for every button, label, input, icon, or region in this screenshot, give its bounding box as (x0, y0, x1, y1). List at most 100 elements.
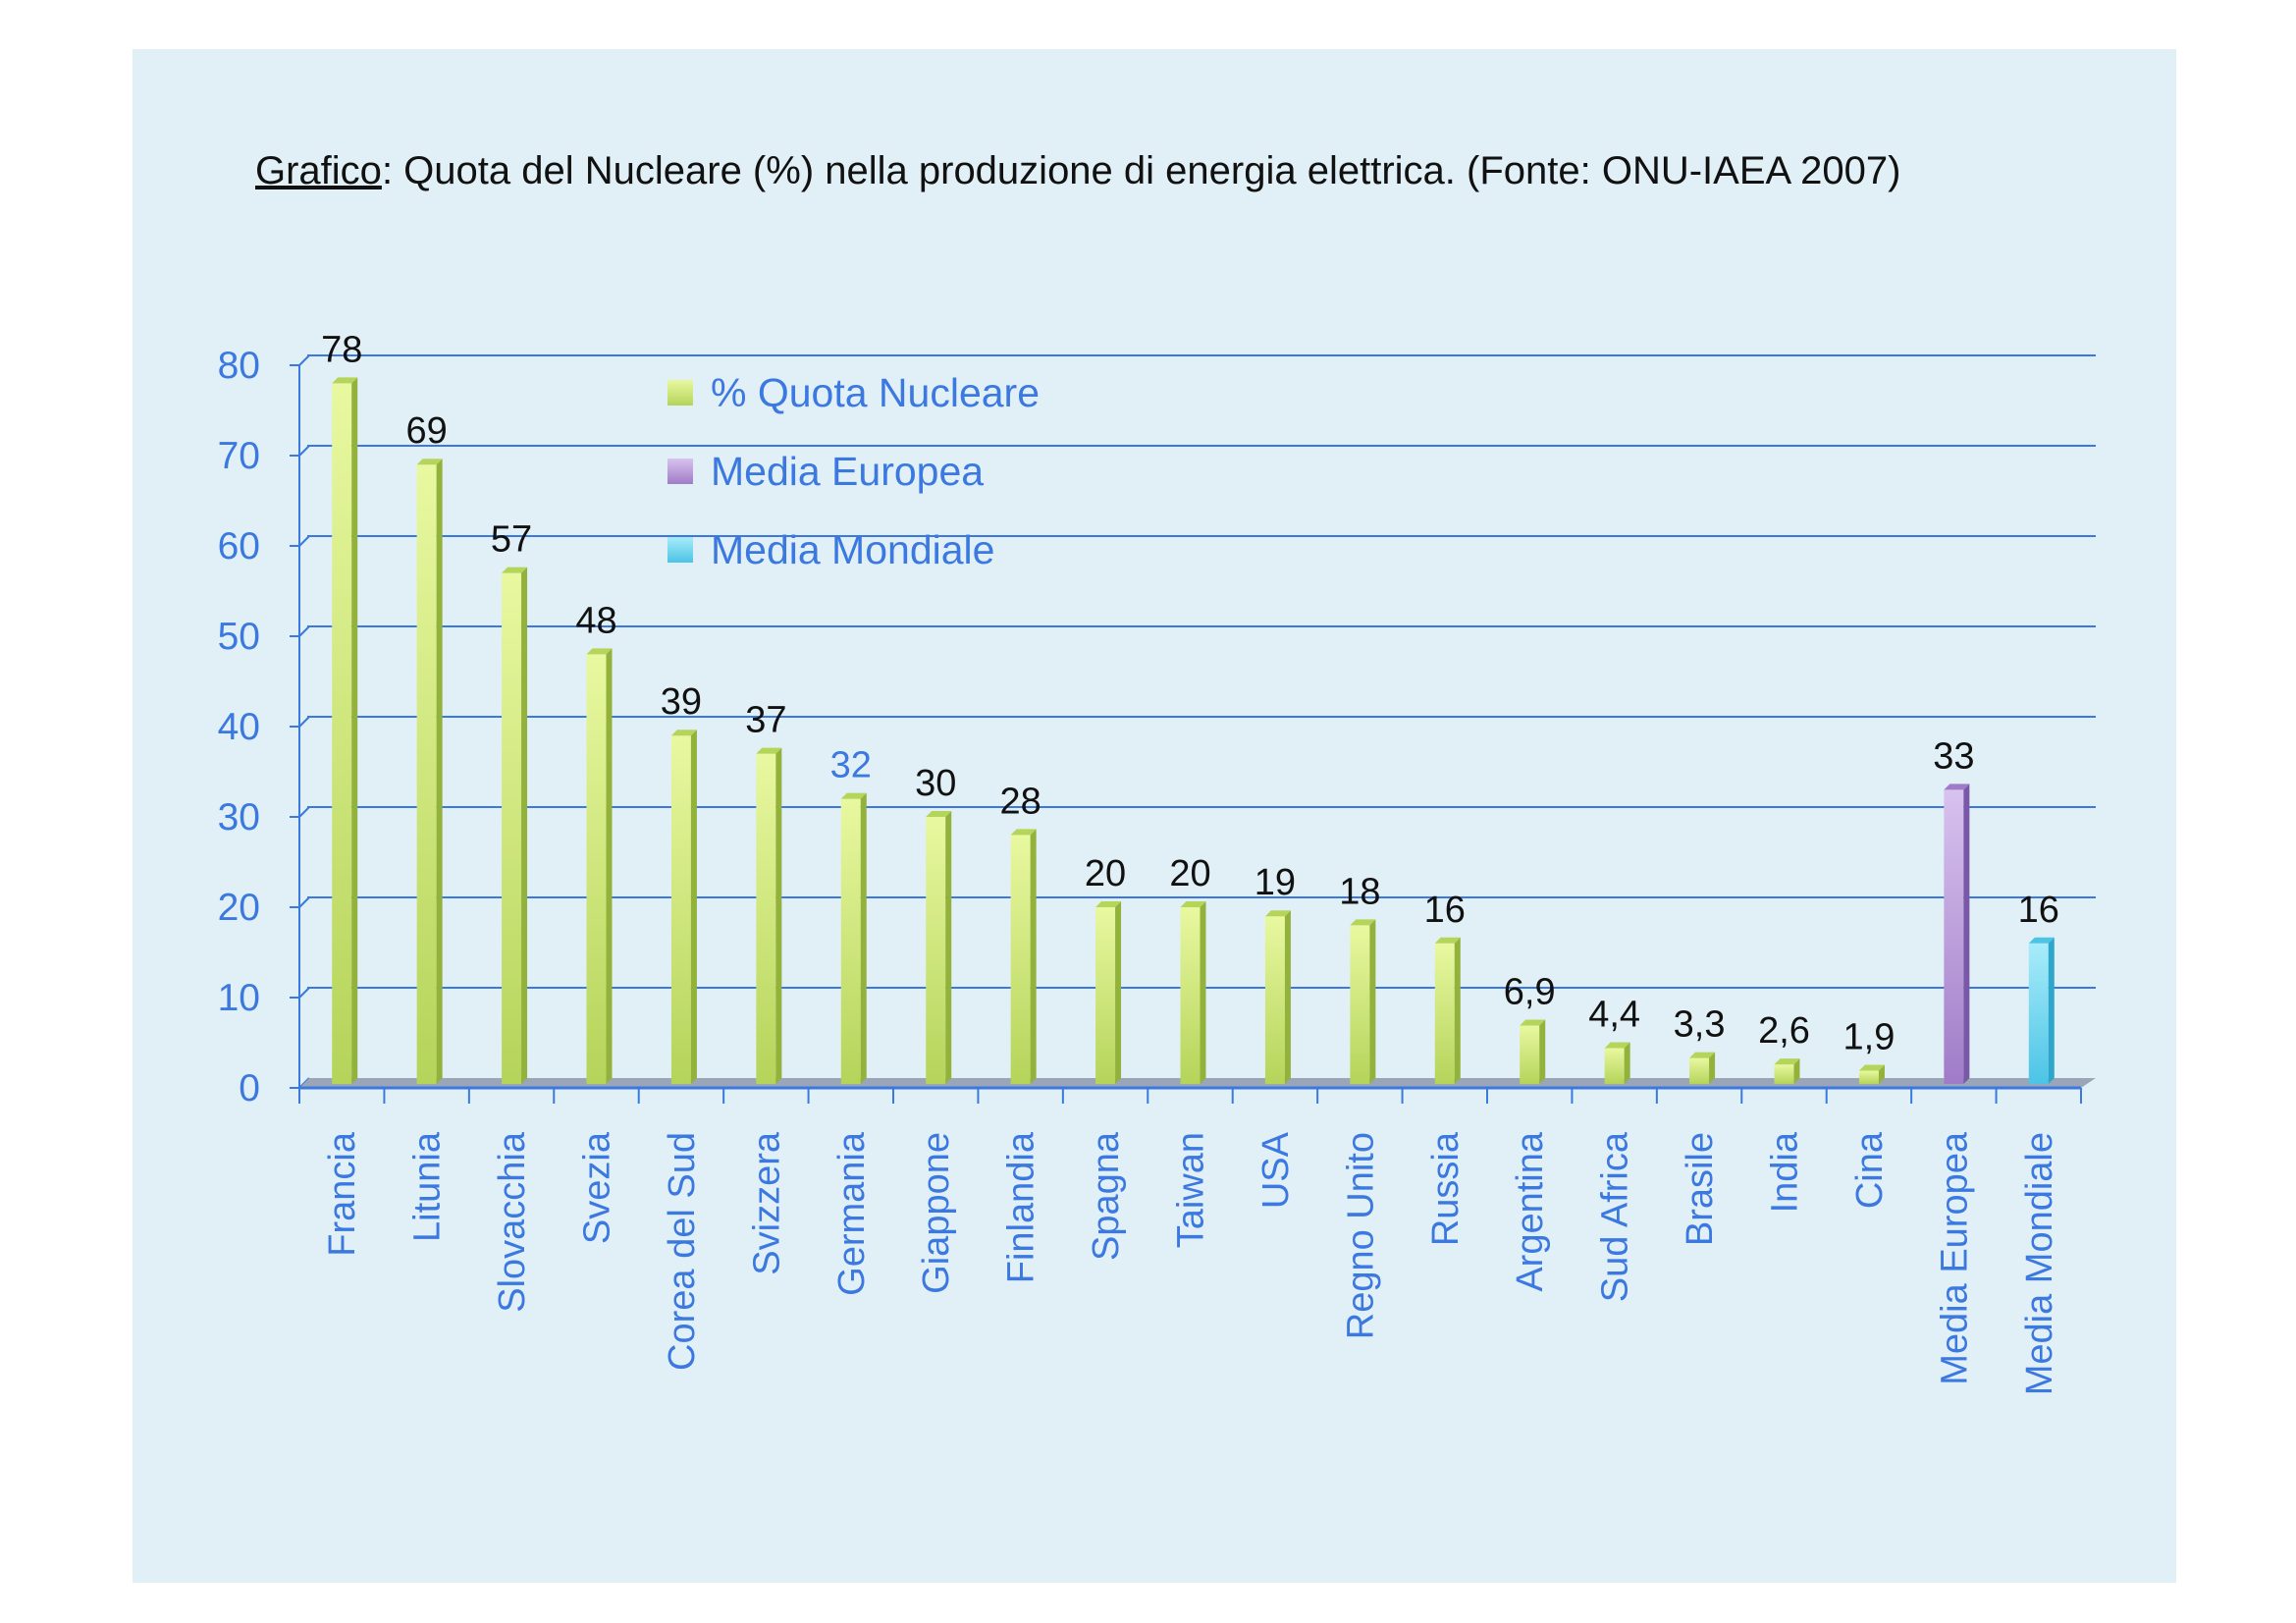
bar-side (606, 648, 613, 1084)
x-tick-label: Finlandia (1001, 1131, 1042, 1283)
data-label: 20 (1169, 853, 1210, 894)
bar-side (1963, 784, 1970, 1084)
bar-side (860, 792, 867, 1084)
bar-litunia (416, 464, 437, 1084)
bar-brasile (1689, 1057, 1710, 1084)
y-tick-depth (298, 535, 310, 547)
y-tick-label: 30 (218, 796, 260, 839)
data-label: 57 (491, 519, 532, 561)
y-tick-label: 70 (218, 435, 260, 477)
bar-spagna (1095, 907, 1116, 1084)
data-label: 69 (406, 410, 448, 452)
x-tick-label: Svizzera (746, 1131, 787, 1275)
legend-label: Media Mondiale (711, 527, 994, 572)
bar-argentina (1520, 1025, 1540, 1084)
bar-top (1180, 901, 1206, 907)
x-tick-label: Media Europea (1934, 1131, 1975, 1385)
x-tick-label: Francia (322, 1131, 363, 1257)
bar-francia (332, 383, 352, 1084)
bar-giappone (926, 817, 946, 1084)
data-label: 37 (745, 700, 786, 741)
bar-finlandia (1010, 835, 1031, 1084)
data-label: 6,9 (1504, 972, 1556, 1013)
bar-svezia (586, 654, 607, 1084)
x-tick-label: Germania (831, 1131, 873, 1296)
y-tick-depth (298, 354, 310, 366)
x-tick-label: Taiwan (1171, 1132, 1212, 1248)
legend-label: % Quota Nucleare (711, 370, 1040, 415)
bar-corea-del-sud (670, 735, 691, 1084)
legend-label: Media Europea (711, 449, 984, 494)
y-tick-label: 10 (218, 977, 260, 1019)
x-tick-label: Brasile (1680, 1132, 1721, 1246)
bar-slovacchia (502, 572, 522, 1084)
bar-regno-unito (1350, 925, 1370, 1084)
bar-media-mondiale (2028, 943, 2049, 1084)
x-tick-label: Media Mondiale (2019, 1132, 2060, 1395)
data-label: 1,9 (1843, 1017, 1896, 1058)
bar-top (1774, 1058, 1800, 1065)
data-label: 32 (830, 745, 872, 786)
bar-india (1774, 1064, 1794, 1084)
bar-top (1858, 1064, 1885, 1071)
bar-russia (1434, 943, 1455, 1084)
y-tick-label: 50 (218, 616, 260, 658)
bar-top (416, 459, 443, 465)
bar-top (1604, 1042, 1630, 1049)
bar-side (1709, 1052, 1716, 1084)
title-text: : Quota del Nucleare (%) nella produzion… (381, 149, 1901, 192)
bar-top (1689, 1052, 1716, 1058)
data-label: 4,4 (1588, 995, 1640, 1036)
bar-top (1010, 829, 1037, 836)
bar-svizzera (756, 753, 776, 1084)
bar-top (1944, 784, 1970, 790)
bar-sud-africa (1604, 1048, 1625, 1084)
bar-usa (1264, 916, 1285, 1084)
x-tick-label: Argentina (1510, 1131, 1551, 1292)
data-label: 48 (575, 600, 616, 641)
y-tick-label: 60 (218, 525, 260, 568)
x-tick-label: Svezia (577, 1131, 618, 1244)
data-label: 16 (1424, 890, 1466, 931)
data-label: 33 (1933, 735, 1974, 777)
bar-side (436, 459, 443, 1084)
x-tick-label: Regno Unito (1340, 1132, 1381, 1339)
bar-top (670, 730, 697, 736)
bar-cina (1858, 1070, 1879, 1084)
bar-top (926, 811, 952, 817)
bar-top (586, 648, 613, 655)
x-tick-label: Slovacchia (492, 1131, 533, 1313)
chart-title: Grafico: Quota del Nucleare (%) nella pr… (255, 149, 1900, 193)
bar-side (1454, 937, 1461, 1084)
bar-side (1115, 901, 1122, 1084)
bar-top (332, 377, 358, 384)
data-label: 39 (661, 681, 702, 723)
bar-side (945, 811, 952, 1084)
x-tick-label: USA (1255, 1131, 1297, 1209)
data-label: 2,6 (1758, 1010, 1810, 1052)
legend-swatch (667, 380, 693, 406)
bar-taiwan (1180, 907, 1201, 1084)
bar-side (1624, 1042, 1630, 1084)
chart-background (133, 49, 2176, 1583)
bar-side (1878, 1064, 1885, 1084)
y-tick-depth (298, 896, 310, 908)
bar-top (1520, 1019, 1546, 1026)
data-label: 78 (321, 329, 362, 370)
bar-top (1434, 937, 1461, 944)
y-tick-depth (298, 716, 310, 728)
x-tick-label: Cina (1849, 1131, 1891, 1209)
title-prefix: Grafico (255, 149, 382, 192)
x-tick-label: India (1765, 1131, 1806, 1213)
y-tick-depth (298, 445, 310, 457)
y-tick-label: 80 (218, 345, 260, 387)
bar-side (1030, 829, 1037, 1084)
x-tick-label: Litunia (407, 1131, 449, 1242)
x-tick-label: Sud Africa (1595, 1131, 1636, 1302)
bar-top (840, 792, 867, 799)
bar-side (775, 747, 782, 1084)
bar-side (521, 567, 528, 1084)
bar-side (690, 730, 697, 1084)
x-tick-label: Corea del Sud (662, 1132, 703, 1371)
